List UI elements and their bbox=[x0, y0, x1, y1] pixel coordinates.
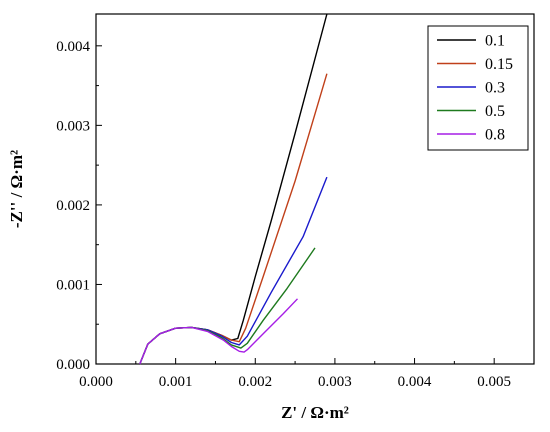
x-tick-label: 0.001 bbox=[159, 374, 193, 390]
x-tick-label: 0.003 bbox=[318, 374, 352, 390]
series-line-0.8 bbox=[139, 298, 299, 365]
x-tick-label: 0.005 bbox=[477, 374, 511, 390]
legend-label-0.5: 0.5 bbox=[485, 103, 505, 120]
x-tick-label: 0.000 bbox=[79, 374, 113, 390]
x-tick-label: 0.002 bbox=[238, 374, 272, 390]
x-axis-title: Z' / Ω·m² bbox=[281, 403, 349, 422]
y-tick-label: 0.004 bbox=[56, 39, 90, 55]
y-tick-label: 0.001 bbox=[56, 277, 90, 293]
legend-box bbox=[427, 25, 529, 151]
series-layer bbox=[139, 13, 328, 365]
y-axis-title: -Z'' / Ω·m² bbox=[7, 150, 26, 228]
plot-frame bbox=[95, 13, 535, 365]
legend-label-0.3: 0.3 bbox=[485, 80, 505, 97]
x-axis: 0.000 0.001 0.002 0.003 0.004 0.005 bbox=[79, 358, 511, 390]
y-axis: 0.000 0.001 0.002 0.003 0.004 bbox=[56, 39, 102, 373]
y-tick-label: 0.000 bbox=[56, 357, 90, 373]
y-tick-label: 0.003 bbox=[56, 118, 90, 134]
legend: 0.1 0.15 0.3 0.5 0.8 bbox=[427, 25, 529, 151]
y-tick-label: 0.002 bbox=[56, 198, 90, 214]
series-line-0.1 bbox=[139, 13, 328, 365]
legend-label-0.15: 0.15 bbox=[485, 56, 513, 73]
series-line-0.5 bbox=[139, 247, 316, 365]
x-tick-label: 0.004 bbox=[398, 374, 432, 390]
legend-label-0.1: 0.1 bbox=[485, 33, 505, 50]
legend-label-0.8: 0.8 bbox=[485, 127, 505, 144]
